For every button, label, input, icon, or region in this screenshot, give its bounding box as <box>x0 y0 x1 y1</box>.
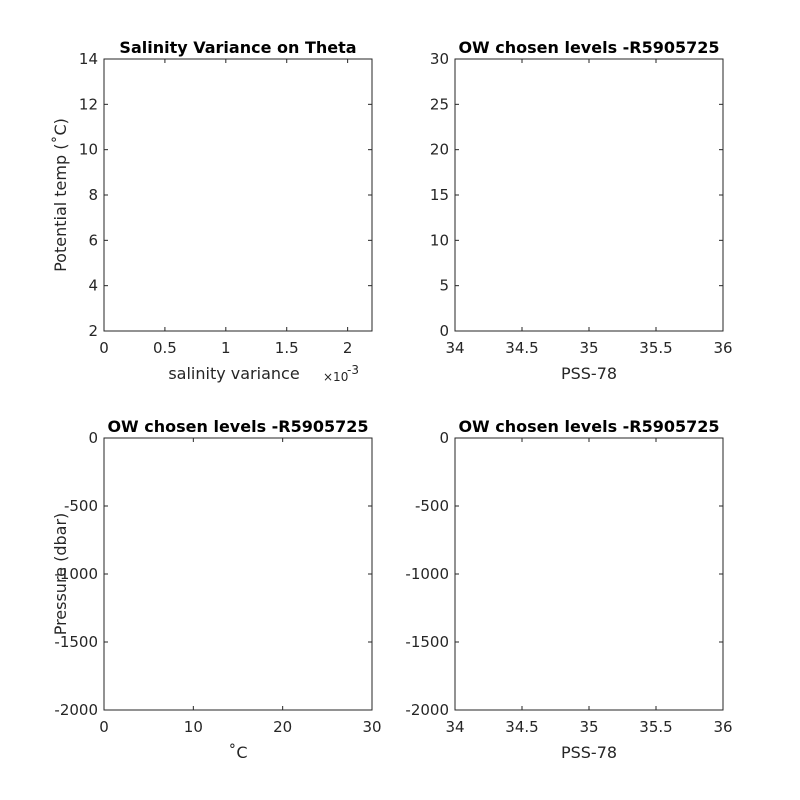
x-axis-exponent: ×10 <box>323 370 348 384</box>
x-tick-label: 35.5 <box>639 339 672 357</box>
x-tick-label: 36 <box>713 718 732 736</box>
x-tick-label: 34.5 <box>505 339 538 357</box>
x-tick-label: 30 <box>362 718 381 736</box>
x-tick-label: 20 <box>273 718 292 736</box>
y-tick-label: -2000 <box>54 701 98 719</box>
x-tick-label: 36 <box>713 339 732 357</box>
x-axis-label: ˚C <box>228 743 247 762</box>
panel-tr: 34 34.5 35 35.5 36 0 5 10 15 20 25 30 OW chosen leve… <box>430 38 733 383</box>
y-tick-label: 12 <box>79 95 98 113</box>
axes-frame <box>454 58 724 332</box>
x-tick-label: 10 <box>184 718 203 736</box>
y-tick-label: 14 <box>79 50 98 68</box>
panel-bl: 0 10 20 30 -2000 -1500 -1000 -500 0 OW chosen lev… <box>51 417 382 762</box>
panel-tl: 0 0.5 1 1.5 2 2 4 6 8 10 12 14 Salinity Variance on … <box>51 38 373 384</box>
y-tick-label: -1500 <box>54 633 98 651</box>
chart-title: OW chosen levels -R5905725 <box>458 38 719 57</box>
y-tick-label: -500 <box>415 497 449 515</box>
y-tick-label: -1500 <box>405 633 449 651</box>
x-tick-label: 34 <box>445 718 464 736</box>
axes-frame <box>103 58 373 332</box>
y-tick-label: -500 <box>64 497 98 515</box>
y-tick-label: 5 <box>439 277 449 295</box>
x-tick-label: 35.5 <box>639 718 672 736</box>
y-tick-label: 0 <box>439 429 449 447</box>
y-tick-label: 30 <box>430 50 449 68</box>
y-tick-label: 0 <box>439 322 449 340</box>
y-tick-label: -1000 <box>54 565 98 583</box>
chart-title: OW chosen levels -R5905725 <box>107 417 368 436</box>
x-tick-label: 2 <box>343 339 353 357</box>
x-tick-label: 1 <box>221 339 231 357</box>
x-tick-label: 1.5 <box>275 339 299 357</box>
x-tick-label: 0.5 <box>153 339 177 357</box>
chart-title: Salinity Variance on Theta <box>119 38 356 57</box>
y-tick-label: 4 <box>88 277 98 295</box>
x-tick-label: 34.5 <box>505 718 538 736</box>
y-tick-label: 2 <box>88 322 98 340</box>
y-tick-label: 6 <box>88 231 98 249</box>
x-axis-exponent-power: -3 <box>347 363 359 377</box>
x-tick-label: 0 <box>99 718 109 736</box>
y-tick-label: 15 <box>430 186 449 204</box>
x-axis-label: PSS-78 <box>561 364 617 383</box>
y-tick-label: 10 <box>79 141 98 159</box>
y-tick-label: 25 <box>430 95 449 113</box>
x-tick-label: 0 <box>99 339 109 357</box>
y-axis-label: Potential temp (˚C) <box>51 118 70 272</box>
x-tick-label: 35 <box>579 718 598 736</box>
y-tick-label: 0 <box>88 429 98 447</box>
panel-br: 34 34.5 35 35.5 36 -2000 -1500 -1000 -500 0 OW cho… <box>405 417 732 762</box>
y-axis-label: Pressure (dbar) <box>51 513 70 636</box>
axes-frame <box>454 437 724 711</box>
x-axis-label: salinity variance <box>168 364 299 383</box>
y-tick-label: 10 <box>430 231 449 249</box>
y-tick-label: -2000 <box>405 701 449 719</box>
chart-title: OW chosen levels -R5905725 <box>458 417 719 436</box>
x-axis-label: PSS-78 <box>561 743 617 762</box>
y-tick-label: 8 <box>88 186 98 204</box>
x-tick-label: 34 <box>445 339 464 357</box>
axes-frame <box>103 437 373 711</box>
y-tick-label: -1000 <box>405 565 449 583</box>
y-tick-label: 20 <box>430 141 449 159</box>
x-tick-label: 35 <box>579 339 598 357</box>
